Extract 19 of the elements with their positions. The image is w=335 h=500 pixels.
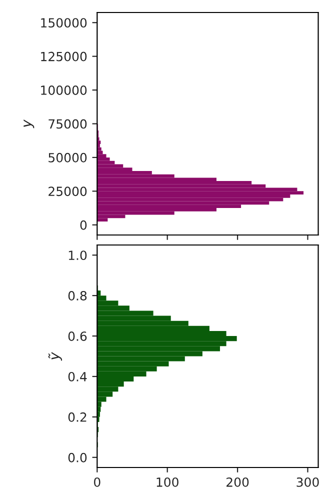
- y-axis-title: y: [24, 119, 34, 128]
- y-tick-label: 100000: [41, 86, 87, 95]
- y-tick-label: 0.0: [68, 452, 87, 462]
- y-tick-label: 50000: [48, 152, 87, 162]
- y-tick-label: 150000: [41, 18, 87, 28]
- y-tick-label: 1.0: [68, 250, 87, 260]
- y-tick-label: 125000: [41, 52, 87, 62]
- y-tick-label: 75000: [48, 119, 87, 129]
- y-tick-label: 0.2: [68, 412, 86, 422]
- x-tick-label: 100: [156, 477, 178, 487]
- y-axis-title: ỹ: [48, 352, 62, 361]
- x-tick-label: 300: [296, 477, 319, 487]
- x-tick-label: 200: [226, 477, 249, 487]
- y-tick-label: 0.6: [68, 331, 87, 341]
- y-tick-label: 0.4: [68, 372, 87, 382]
- x-tick-label: 0: [94, 477, 100, 487]
- y-tick-label: 25000: [48, 186, 87, 196]
- y-tick-label: 0: [80, 220, 87, 230]
- y-tick-label: 0.8: [68, 291, 87, 300]
